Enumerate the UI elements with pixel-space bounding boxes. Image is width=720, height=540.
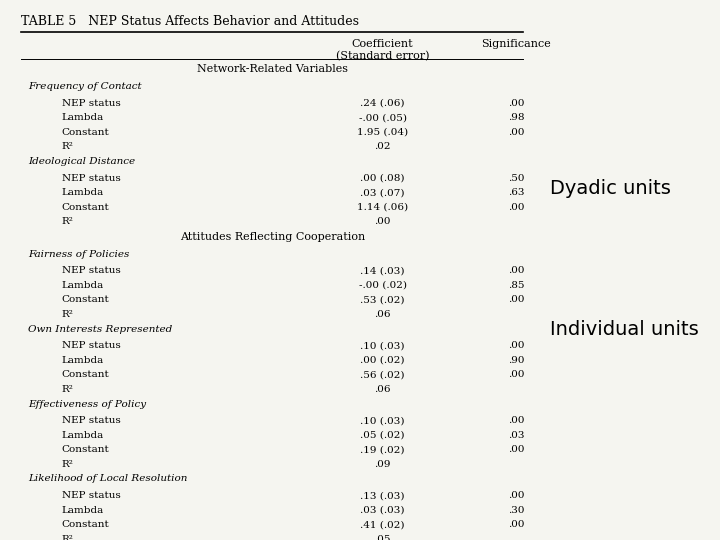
Text: .00: .00 xyxy=(508,521,525,529)
Text: .00: .00 xyxy=(508,416,525,426)
Text: Individual units: Individual units xyxy=(550,320,698,339)
Text: .90: .90 xyxy=(508,356,525,365)
Text: Network-Related Variables: Network-Related Variables xyxy=(197,64,348,75)
Text: Constant: Constant xyxy=(62,370,109,380)
Text: .00: .00 xyxy=(508,203,525,212)
Text: .00: .00 xyxy=(508,341,525,350)
Text: .03: .03 xyxy=(508,431,525,440)
Text: .00: .00 xyxy=(508,99,525,108)
Text: .00: .00 xyxy=(508,266,525,275)
Text: -.00 (.05): -.00 (.05) xyxy=(359,113,407,123)
Text: -.00 (.02): -.00 (.02) xyxy=(359,281,407,290)
Text: .00: .00 xyxy=(374,218,391,226)
Text: .03 (.03): .03 (.03) xyxy=(361,506,405,515)
Text: Coefficient
(Standard error): Coefficient (Standard error) xyxy=(336,39,429,61)
Text: Fairness of Policies: Fairness of Policies xyxy=(28,249,130,259)
Text: .00 (.08): .00 (.08) xyxy=(361,174,405,183)
Text: R²: R² xyxy=(62,218,73,226)
Text: R²: R² xyxy=(62,143,73,152)
Text: Ideological Distance: Ideological Distance xyxy=(28,157,135,166)
Text: .00: .00 xyxy=(508,128,525,137)
Text: .00: .00 xyxy=(508,446,525,454)
Text: .10 (.03): .10 (.03) xyxy=(361,341,405,350)
Text: .09: .09 xyxy=(374,460,391,469)
Text: .98: .98 xyxy=(508,113,525,123)
Text: .06: .06 xyxy=(374,310,391,319)
Text: R²: R² xyxy=(62,460,73,469)
Text: NEP status: NEP status xyxy=(62,174,120,183)
Text: NEP status: NEP status xyxy=(62,99,120,108)
Text: .56 (.02): .56 (.02) xyxy=(361,370,405,380)
Text: .05 (.02): .05 (.02) xyxy=(361,431,405,440)
Text: .19 (.02): .19 (.02) xyxy=(361,446,405,454)
Text: .41 (.02): .41 (.02) xyxy=(361,521,405,529)
Text: .02: .02 xyxy=(374,143,391,152)
Text: R²: R² xyxy=(62,385,73,394)
Text: .14 (.03): .14 (.03) xyxy=(361,266,405,275)
Text: Lambda: Lambda xyxy=(62,113,104,123)
Text: Lambda: Lambda xyxy=(62,431,104,440)
Text: 1.14 (.06): 1.14 (.06) xyxy=(357,203,408,212)
Text: .63: .63 xyxy=(508,188,525,197)
Text: .10 (.03): .10 (.03) xyxy=(361,416,405,426)
Text: Constant: Constant xyxy=(62,128,109,137)
Text: NEP status: NEP status xyxy=(62,491,120,500)
Text: .03 (.07): .03 (.07) xyxy=(361,188,405,197)
Text: .00 (.02): .00 (.02) xyxy=(361,356,405,365)
Text: Dyadic units: Dyadic units xyxy=(550,179,671,198)
Text: Effectiveness of Policy: Effectiveness of Policy xyxy=(28,400,146,409)
Text: .85: .85 xyxy=(508,281,525,290)
Text: .00: .00 xyxy=(508,370,525,380)
Text: .00: .00 xyxy=(508,295,525,305)
Text: Lambda: Lambda xyxy=(62,188,104,197)
Text: Attitudes Reflecting Cooperation: Attitudes Reflecting Cooperation xyxy=(180,232,365,242)
Text: .13 (.03): .13 (.03) xyxy=(361,491,405,500)
Text: NEP status: NEP status xyxy=(62,341,120,350)
Text: .05: .05 xyxy=(374,535,391,540)
Text: .50: .50 xyxy=(508,174,525,183)
Text: NEP status: NEP status xyxy=(62,266,120,275)
Text: Lambda: Lambda xyxy=(62,356,104,365)
Text: Constant: Constant xyxy=(62,295,109,305)
Text: .53 (.02): .53 (.02) xyxy=(361,295,405,305)
Text: TABLE 5   NEP Status Affects Behavior and Attitudes: TABLE 5 NEP Status Affects Behavior and … xyxy=(22,15,359,28)
Text: R²: R² xyxy=(62,535,73,540)
Text: .00: .00 xyxy=(508,491,525,500)
Text: .24 (.06): .24 (.06) xyxy=(361,99,405,108)
Text: Constant: Constant xyxy=(62,521,109,529)
Text: Significance: Significance xyxy=(482,39,552,49)
Text: Constant: Constant xyxy=(62,446,109,454)
Text: Constant: Constant xyxy=(62,203,109,212)
Text: .30: .30 xyxy=(508,506,525,515)
Text: Lambda: Lambda xyxy=(62,506,104,515)
Text: Likelihood of Local Resolution: Likelihood of Local Resolution xyxy=(28,475,187,483)
Text: NEP status: NEP status xyxy=(62,416,120,426)
Text: Lambda: Lambda xyxy=(62,281,104,290)
Text: Frequency of Contact: Frequency of Contact xyxy=(28,82,142,91)
Text: R²: R² xyxy=(62,310,73,319)
Text: 1.95 (.04): 1.95 (.04) xyxy=(357,128,408,137)
Text: .06: .06 xyxy=(374,385,391,394)
Text: Own Interests Represented: Own Interests Represented xyxy=(28,325,172,334)
